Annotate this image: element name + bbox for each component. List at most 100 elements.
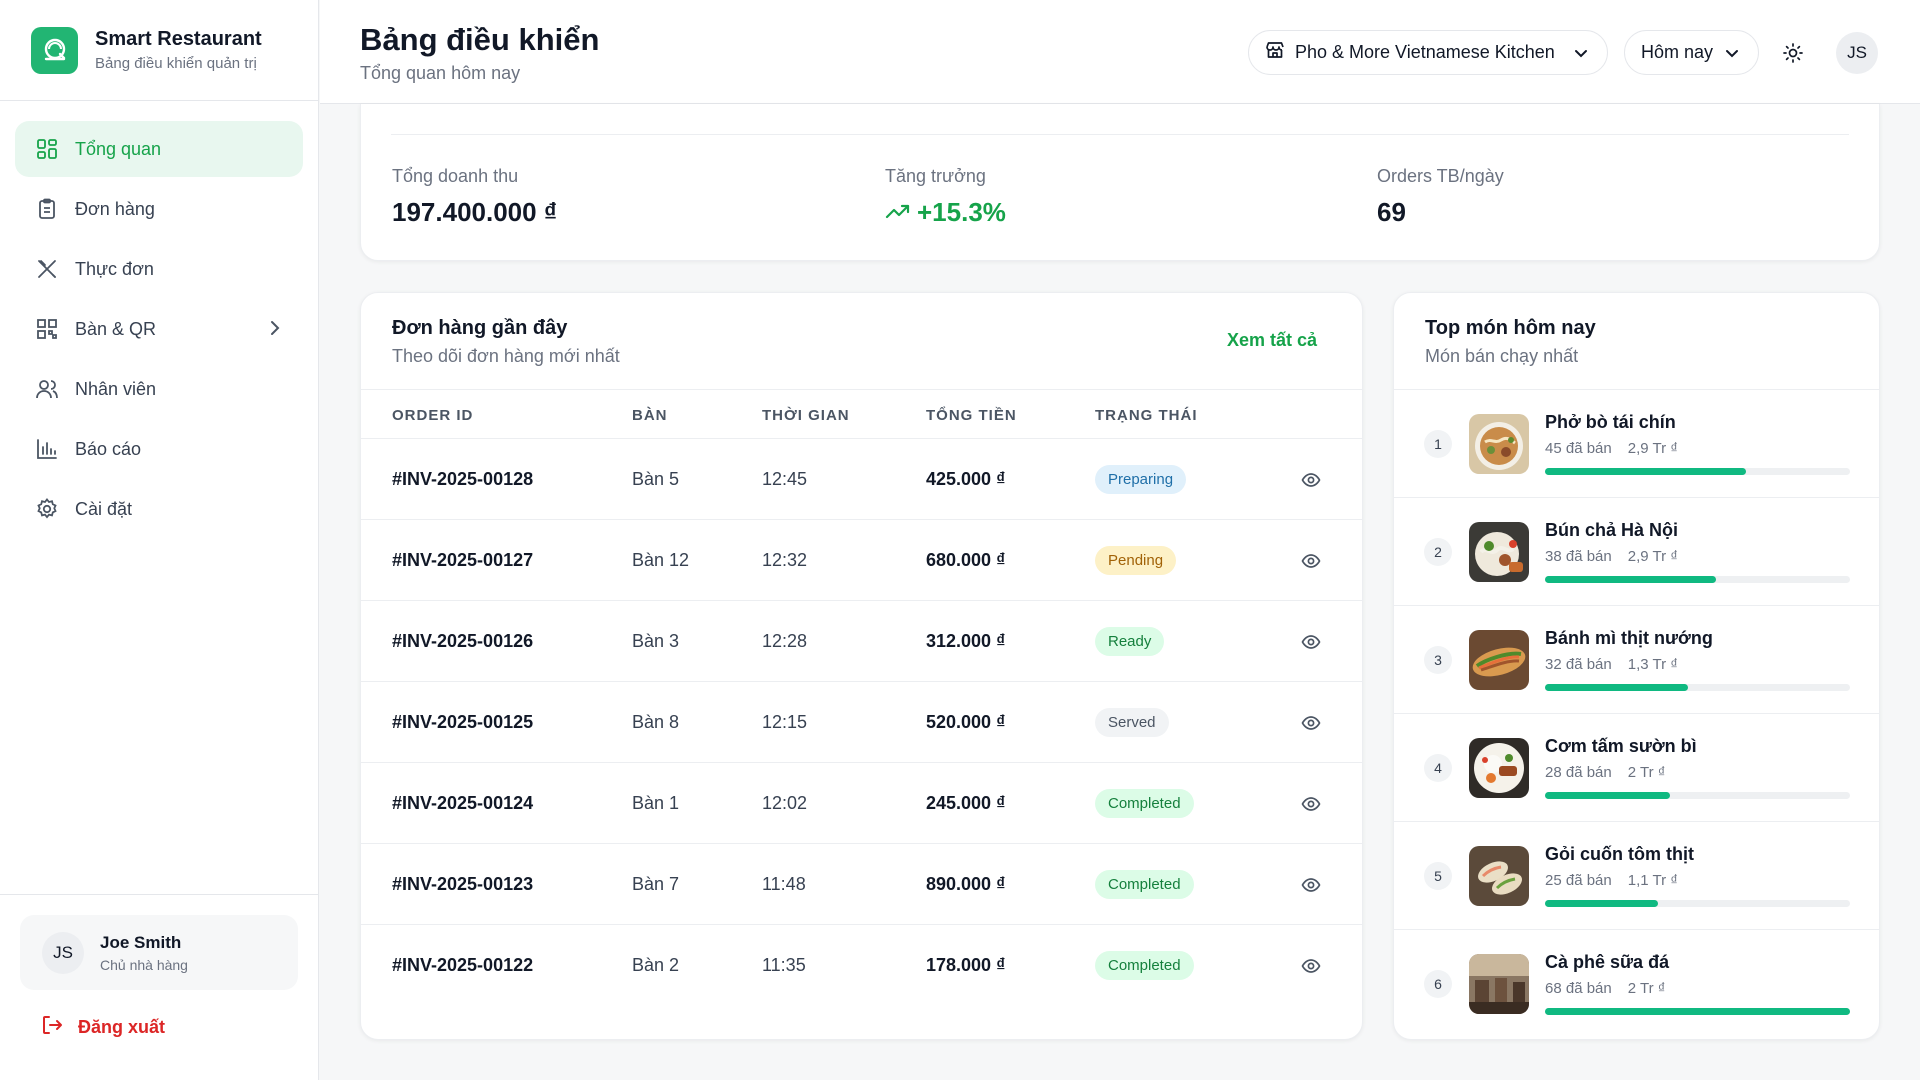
table-row[interactable]: #INV-2025-00128 Bàn 5 12:45 425.000 ₫ Pr… bbox=[361, 439, 1362, 520]
bar-chart-icon bbox=[35, 437, 59, 461]
store-icon bbox=[1265, 40, 1285, 65]
list-item[interactable]: 4 Cơm tấm sườn bì 28 đã bán 2 Tr ₫ bbox=[1394, 714, 1879, 822]
dish-revenue: 1,3 Tr ₫ bbox=[1627, 656, 1678, 673]
sidebar-item-label: Báo cáo bbox=[75, 438, 142, 459]
order-id: #INV-2025-00126 bbox=[392, 631, 534, 651]
table-row[interactable]: #INV-2025-00126 Bàn 3 12:28 312.000 ₫ Re… bbox=[361, 601, 1362, 682]
order-id: #INV-2025-00127 bbox=[392, 550, 534, 570]
order-total: 425.000 ₫ bbox=[926, 469, 1006, 489]
dish-name: Gỏi cuốn tôm thịt bbox=[1545, 844, 1694, 864]
dish-revenue: 2,9 Tr ₫ bbox=[1627, 440, 1678, 457]
eye-icon[interactable] bbox=[1300, 874, 1322, 896]
order-total: 245.000 ₫ bbox=[926, 793, 1006, 813]
column-header: THỜI GIAN bbox=[762, 407, 850, 424]
progress-bar-fill bbox=[1545, 1008, 1850, 1015]
order-table: Bàn 5 bbox=[632, 469, 680, 489]
eye-icon[interactable] bbox=[1300, 469, 1322, 491]
sidebar-item-tables-qr[interactable]: Bàn & QR bbox=[15, 301, 303, 357]
table-row[interactable]: #INV-2025-00123 Bàn 7 11:48 890.000 ₫ Co… bbox=[361, 844, 1362, 925]
see-all-link[interactable]: Xem tất cả bbox=[1226, 330, 1317, 350]
dish-revenue: 2 Tr ₫ bbox=[1627, 764, 1666, 781]
qr-icon bbox=[35, 317, 59, 341]
dish-photo-goi-cuon bbox=[1469, 846, 1529, 906]
table-row[interactable]: #INV-2025-00122 Bàn 2 11:35 178.000 ₫ Co… bbox=[361, 925, 1362, 1006]
dish-photo-bun-cha bbox=[1469, 522, 1529, 582]
progress-bar bbox=[1545, 900, 1850, 907]
dish-sold: 38 đã bán bbox=[1545, 548, 1612, 565]
dish-sold: 32 đã bán bbox=[1545, 656, 1612, 673]
sidebar-item-orders[interactable]: Đơn hàng bbox=[15, 181, 303, 237]
sidebar-item-menu[interactable]: Thực đơn bbox=[15, 241, 303, 297]
trending-up-icon bbox=[885, 197, 917, 228]
dish-name: Cơm tấm sườn bì bbox=[1545, 736, 1697, 756]
stats-card: Tổng doanh thu 197.400.000 ₫ Tăng trưởng… bbox=[360, 104, 1880, 261]
date-range-label: Hôm nay bbox=[1641, 42, 1714, 62]
table-row[interactable]: #INV-2025-00125 Bàn 8 12:15 520.000 ₫ Se… bbox=[361, 682, 1362, 763]
status-badge: Ready bbox=[1095, 627, 1165, 656]
eye-icon[interactable] bbox=[1300, 793, 1322, 815]
top-header: Bảng điều khiển Tổng quan hôm nay Pho & … bbox=[320, 0, 1920, 104]
progress-bar bbox=[1545, 684, 1850, 691]
rank-badge: 2 bbox=[1424, 538, 1452, 566]
dish-meta: 28 đã bán 2 Tr ₫ bbox=[1545, 764, 1665, 781]
card-subtitle: Món bán chạy nhất bbox=[1425, 346, 1579, 366]
sidebar-item-reports[interactable]: Báo cáo bbox=[15, 421, 303, 477]
brand: Smart Restaurant Bảng điều khiển quản tr… bbox=[0, 0, 318, 101]
stat-value: +15.3% bbox=[917, 197, 1006, 227]
stat-label: Orders TB/ngày bbox=[1377, 166, 1504, 186]
order-id: #INV-2025-00123 bbox=[392, 874, 534, 894]
divider bbox=[391, 134, 1849, 135]
order-table: Bàn 1 bbox=[632, 793, 680, 813]
table-row[interactable]: #INV-2025-00124 Bàn 1 12:02 245.000 ₫ Co… bbox=[361, 763, 1362, 844]
sidebar-item-settings[interactable]: Cài đặt bbox=[15, 481, 303, 537]
restaurant-name: Pho & More Vietnamese Kitchen bbox=[1295, 42, 1555, 62]
order-table: Bàn 8 bbox=[632, 712, 680, 732]
card-title: Top món hôm nay bbox=[1425, 317, 1596, 339]
list-item[interactable]: 6 Cà phê sữa đá 68 đã bán 2 Tr ₫ bbox=[1394, 930, 1879, 1038]
eye-icon[interactable] bbox=[1300, 712, 1322, 734]
sun-icon[interactable] bbox=[1780, 40, 1806, 66]
list-item[interactable]: 2 Bún chả Hà Nội 38 đã bán 2,9 Tr ₫ bbox=[1394, 498, 1879, 606]
list-item[interactable]: 1 Phở bò tái chín 45 đã bán 2,9 Tr ₫ bbox=[1394, 390, 1879, 498]
list-item[interactable]: 3 Bánh mì thịt nướng 32 đã bán 1,3 Tr ₫ bbox=[1394, 606, 1879, 714]
progress-bar-fill bbox=[1545, 792, 1671, 799]
chevron-down-icon bbox=[1724, 45, 1740, 66]
logout-label: Đăng xuất bbox=[78, 1017, 166, 1037]
dish-name: Phở bò tái chín bbox=[1545, 412, 1676, 432]
order-table: Bàn 3 bbox=[632, 631, 680, 651]
header-avatar[interactable]: JS bbox=[1836, 32, 1878, 74]
user-card[interactable]: JS Joe Smith Chủ nhà hàng bbox=[20, 915, 298, 990]
order-total: 178.000 ₫ bbox=[926, 955, 1006, 975]
column-header: ORDER ID bbox=[392, 407, 474, 424]
list-item[interactable]: 5 Gỏi cuốn tôm thịt 25 đã bán 1,1 Tr ₫ bbox=[1394, 822, 1879, 930]
card-title: Đơn hàng gần đây bbox=[392, 317, 568, 339]
restaurant-select[interactable]: Pho & More Vietnamese Kitchen bbox=[1248, 30, 1608, 75]
sidebar-item-label: Bàn & QR bbox=[75, 318, 157, 339]
status-badge: Pending bbox=[1095, 546, 1177, 575]
stat-label: Tăng trưởng bbox=[885, 166, 986, 186]
rank-badge: 1 bbox=[1424, 430, 1452, 458]
order-id: #INV-2025-00124 bbox=[392, 793, 534, 813]
stat-label: Tổng doanh thu bbox=[392, 166, 519, 186]
eye-icon[interactable] bbox=[1300, 631, 1322, 653]
sidebar-item-overview[interactable]: Tổng quan bbox=[15, 121, 303, 177]
status-badge: Completed bbox=[1095, 870, 1194, 899]
eye-icon[interactable] bbox=[1300, 955, 1322, 977]
order-total: 890.000 ₫ bbox=[926, 874, 1006, 894]
order-time: 12:45 bbox=[762, 469, 808, 489]
dish-meta: 45 đã bán 2,9 Tr ₫ bbox=[1545, 440, 1678, 457]
column-header: TỔNG TIỀN bbox=[926, 407, 1017, 424]
logout-button[interactable]: Đăng xuất bbox=[40, 1013, 165, 1042]
date-range-select[interactable]: Hôm nay bbox=[1624, 30, 1759, 75]
eye-icon[interactable] bbox=[1300, 550, 1322, 572]
order-table: Bàn 12 bbox=[632, 550, 690, 570]
restaurant-logo-icon bbox=[31, 26, 78, 74]
order-time: 12:28 bbox=[762, 631, 808, 651]
progress-bar-fill bbox=[1545, 468, 1747, 475]
status-badge: Completed bbox=[1095, 789, 1194, 818]
table-row[interactable]: #INV-2025-00127 Bàn 12 12:32 680.000 ₫ P… bbox=[361, 520, 1362, 601]
stat-revenue: Tổng doanh thu 197.400.000 ₫ bbox=[392, 166, 557, 228]
stat-value: 69 bbox=[1377, 197, 1406, 227]
order-total: 312.000 ₫ bbox=[926, 631, 1006, 651]
sidebar-item-staff[interactable]: Nhân viên bbox=[15, 361, 303, 417]
